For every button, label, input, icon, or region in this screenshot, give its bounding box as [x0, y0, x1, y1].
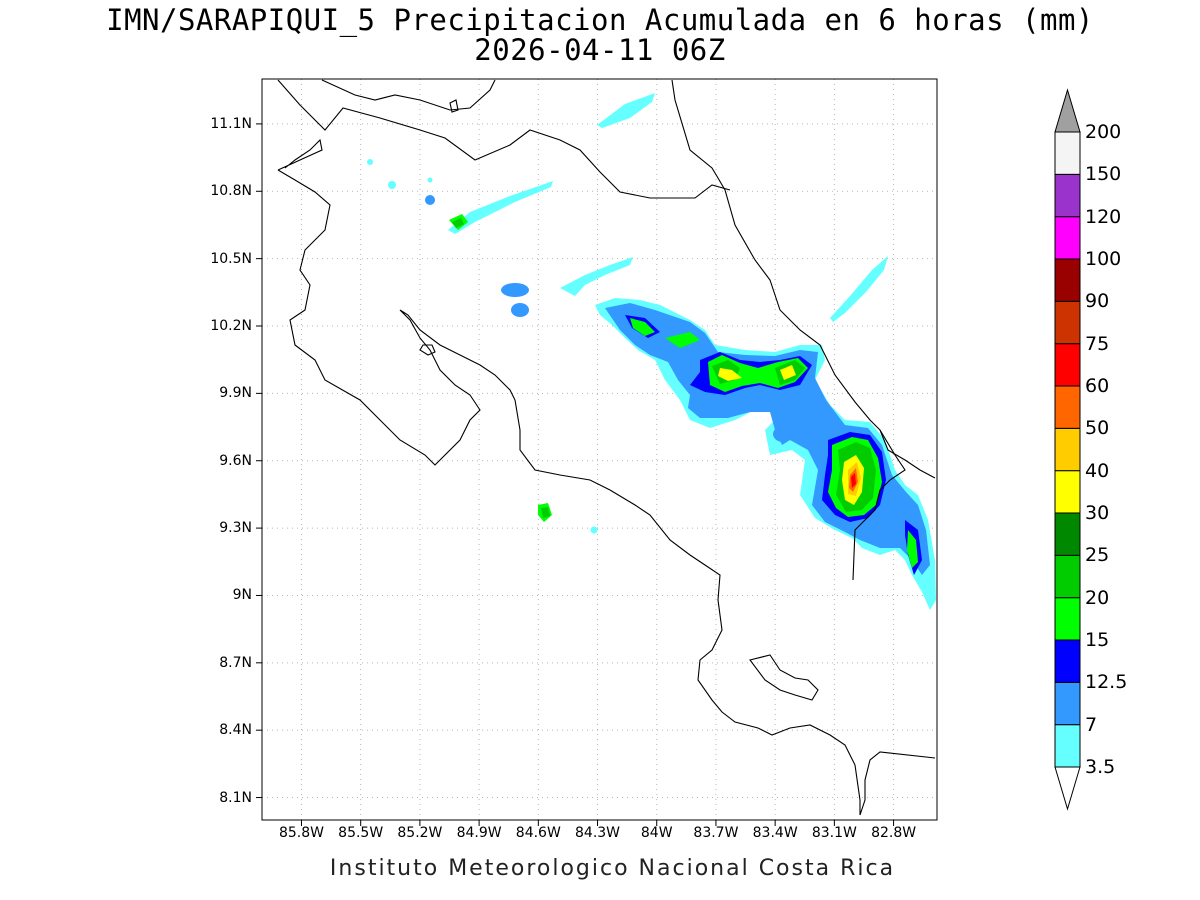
colorbar-label: 40	[1085, 459, 1110, 482]
lat-tick-label: 8.4N	[219, 722, 252, 739]
lon-tick-label: 83.1W	[811, 825, 857, 841]
precip-cell	[427, 177, 433, 183]
nicaragua-lake-shore	[277, 138, 323, 171]
lon-tick-label: 85.5W	[338, 825, 384, 841]
precip-cell	[773, 426, 793, 442]
colorbar-label: 25	[1085, 544, 1110, 567]
precip-area-north-streak	[597, 93, 655, 128]
colorbar-segment	[1054, 258, 1081, 302]
precip-area-caribbean-streak	[830, 256, 888, 322]
lat-tick-label: 10.2N	[210, 318, 252, 334]
caribbean-coast	[671, 79, 936, 479]
precip-area-60mm	[851, 473, 856, 488]
lat-tick-label: 9.9N	[219, 385, 252, 402]
colorbar-segment	[1054, 216, 1081, 260]
lat-tick-label: 9.3N	[219, 520, 252, 537]
colorbar-segment	[1054, 639, 1081, 683]
precipitation-field	[367, 93, 936, 610]
precip-area-northwest-band	[448, 181, 553, 234]
lon-tick-label: 82.8W	[871, 825, 917, 841]
axis-tickmarks	[256, 123, 895, 826]
pacific-coast-nicoya	[277, 169, 936, 816]
lat-tick-label: 11.1N	[210, 115, 252, 132]
gulf-of-nicoya-island	[419, 344, 436, 356]
colorbar-segment	[1054, 343, 1081, 387]
colorbar-segment	[1054, 131, 1081, 175]
colorbar-label: 90	[1085, 290, 1110, 313]
precip-cell	[590, 526, 598, 534]
small-island	[449, 99, 459, 113]
colorbar-label: 150	[1085, 163, 1122, 186]
colorbar-segment	[1054, 385, 1081, 429]
colorbar-segment	[1054, 554, 1081, 599]
pacific-coast-north	[321, 79, 496, 111]
lon-tick-label: 84.6W	[515, 825, 561, 841]
colorbar-label: 200	[1085, 121, 1122, 143]
colorbar-label: 60	[1085, 375, 1110, 397]
colorbar-label: 7	[1085, 713, 1098, 736]
lon-tick-label: 83.4W	[752, 825, 798, 841]
colorbar-segment	[1054, 173, 1081, 218]
colorbar-segment	[1054, 597, 1081, 641]
lon-tick-label: 85.2W	[397, 825, 443, 841]
colorbar-label: 30	[1085, 502, 1110, 524]
lon-tick-label: 84.9W	[456, 825, 502, 841]
colorbar-label: 120	[1085, 205, 1122, 228]
colorbar-label: 75	[1085, 332, 1110, 355]
map-subtitle-datetime: 2026-04-11 06Z	[474, 33, 726, 67]
precip-cell	[388, 181, 396, 189]
colorbar-label: 100	[1085, 248, 1122, 270]
lon-tick-label: 85.8W	[278, 825, 324, 841]
panama-border	[852, 429, 906, 581]
map-title: IMN/SARAPIQUI_5 Precipitacion Acumulada …	[106, 3, 1094, 37]
colorbar	[1054, 88, 1081, 811]
precip-cell	[511, 303, 529, 317]
colorbar-underflow-triangle	[1054, 766, 1081, 811]
colorbar-label: 3.5	[1085, 756, 1116, 778]
lon-tick-label: 84W	[640, 825, 673, 841]
colorbar-segment	[1054, 724, 1081, 768]
map-frame	[261, 78, 938, 821]
colorbar-segment	[1054, 427, 1081, 472]
precip-cell	[501, 283, 529, 297]
nicaragua-border	[277, 79, 731, 199]
institute-credit: Instituto Meteorologico Nacional Costa R…	[329, 856, 896, 881]
colorbar-label: 12.5	[1085, 671, 1128, 694]
lat-tick-label: 8.7N	[219, 654, 252, 671]
precip-cell	[367, 159, 373, 165]
colorbar-segment	[1054, 512, 1081, 556]
coastlines-borders	[277, 79, 936, 816]
lon-tick-label: 83.7W	[693, 825, 739, 841]
precip-area-central-band	[560, 257, 633, 296]
lon-tick-label: 84.3W	[575, 825, 621, 841]
colorbar-overflow-triangle	[1054, 88, 1081, 133]
lat-tick-label: 9.6N	[219, 452, 252, 469]
colorbar-label: 20	[1085, 586, 1110, 609]
precip-cell	[425, 195, 435, 205]
lat-tick-label: 8.1N	[219, 789, 252, 806]
colorbar-label: 50	[1085, 417, 1110, 440]
lat-tick-label: 9N	[232, 587, 252, 604]
colorbar-segment	[1054, 470, 1081, 514]
osa-peninsula	[749, 654, 819, 701]
lat-tick-label: 10.5N	[210, 250, 252, 267]
colorbar-segment	[1054, 681, 1081, 726]
colorbar-label: 15	[1085, 629, 1110, 651]
colorbar-segment	[1054, 300, 1081, 345]
lat-tick-label: 10.8N	[210, 183, 252, 200]
